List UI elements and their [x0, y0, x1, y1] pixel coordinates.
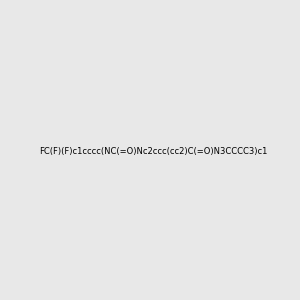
Text: FC(F)(F)c1cccc(NC(=O)Nc2ccc(cc2)C(=O)N3CCCC3)c1: FC(F)(F)c1cccc(NC(=O)Nc2ccc(cc2)C(=O)N3C… [40, 147, 268, 156]
